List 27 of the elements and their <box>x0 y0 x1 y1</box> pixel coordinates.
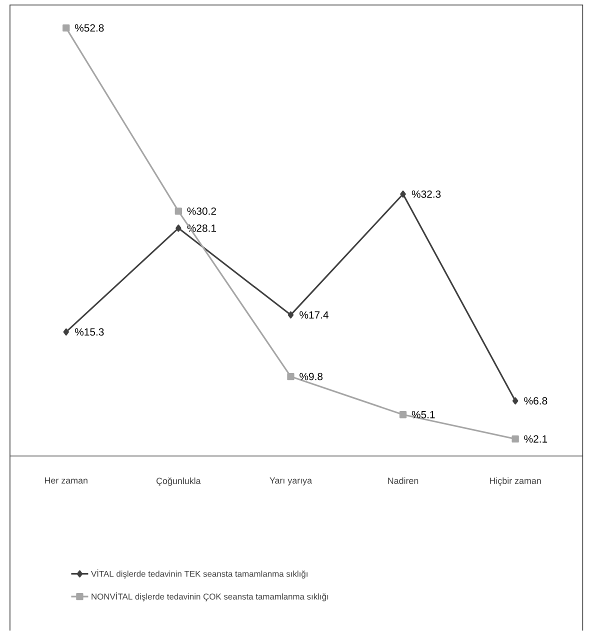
data-label: %15.3 <box>75 328 104 336</box>
point <box>512 397 518 404</box>
data-label: %52.8 <box>75 24 104 32</box>
data-label: %9.8 <box>300 372 323 380</box>
data-label: %32.3 <box>412 190 441 198</box>
point <box>287 372 294 380</box>
data-label: %17.4 <box>300 311 329 319</box>
legend-label: VİTAL dişlerde tedavinin TEK seansta tamamlanma sıklığı <box>91 569 308 579</box>
point <box>400 190 406 198</box>
point <box>175 208 182 215</box>
x-tick-label: Çoğunlukla <box>156 477 201 486</box>
point <box>176 224 182 232</box>
x-tick-label: Yarı yarıya <box>270 477 312 486</box>
data-label: %28.1 <box>187 224 216 232</box>
x-tick-label: Nadiren <box>388 477 418 484</box>
point <box>512 435 520 443</box>
point <box>63 328 70 336</box>
x-tick-label: Her zaman <box>45 477 88 484</box>
point <box>62 24 70 32</box>
data-label: %6.8 <box>524 397 548 405</box>
legend-label: NONVİTAL dişlerde tedavinin ÇOK seansta tamamlanma sıklığı <box>92 592 328 602</box>
data-label: %30.2 <box>187 207 216 215</box>
data-label: %2.1 <box>524 435 548 443</box>
data-label: %5.1 <box>412 410 435 418</box>
point <box>400 411 407 418</box>
point <box>288 311 294 318</box>
x-tick-label: Hiçbir zaman <box>490 477 541 486</box>
